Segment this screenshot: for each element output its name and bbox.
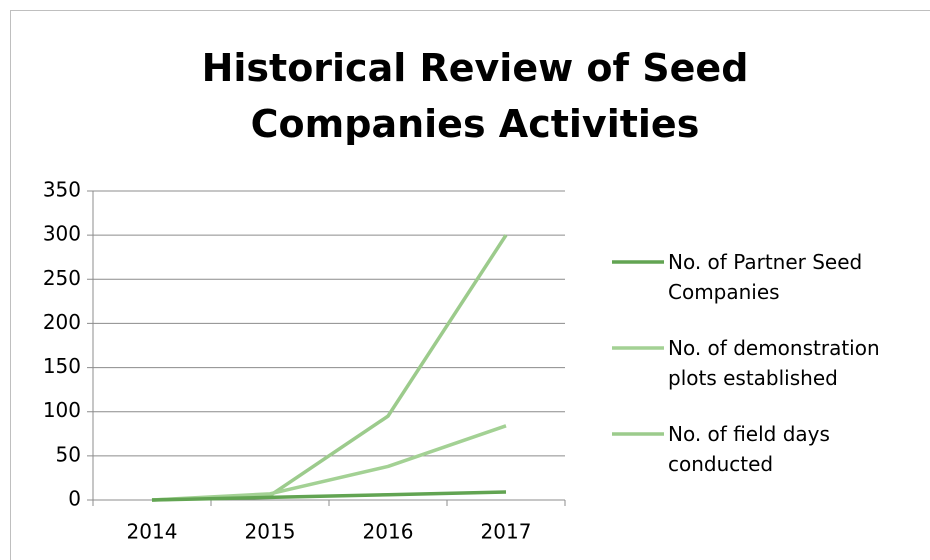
x-tick-label: 2015 xyxy=(245,520,296,544)
y-tick-label: 200 xyxy=(43,310,81,334)
series-line xyxy=(151,490,507,502)
chart-title: Historical Review of Seed Companies Acti… xyxy=(201,46,749,146)
y-tick-label: 150 xyxy=(43,354,81,378)
y-tick-label: 0 xyxy=(68,487,81,511)
y-tick-label: 250 xyxy=(43,266,81,290)
x-tick-label: 2016 xyxy=(363,520,414,544)
legend-label: No. of Partner Seed Companies xyxy=(668,250,863,304)
y-tick-label: 350 xyxy=(43,178,81,202)
x-tick-label: 2017 xyxy=(481,520,532,544)
y-tick-label: 300 xyxy=(43,222,81,246)
y-tick-label: 50 xyxy=(56,442,81,466)
chart-frame xyxy=(10,10,930,560)
y-tick-label: 100 xyxy=(43,398,81,422)
series-line xyxy=(151,424,507,502)
legend-label: No. of demonstration plots established xyxy=(668,336,880,390)
x-tick-label: 2014 xyxy=(127,520,178,544)
legend-label: No. of field days conducted xyxy=(668,422,830,476)
